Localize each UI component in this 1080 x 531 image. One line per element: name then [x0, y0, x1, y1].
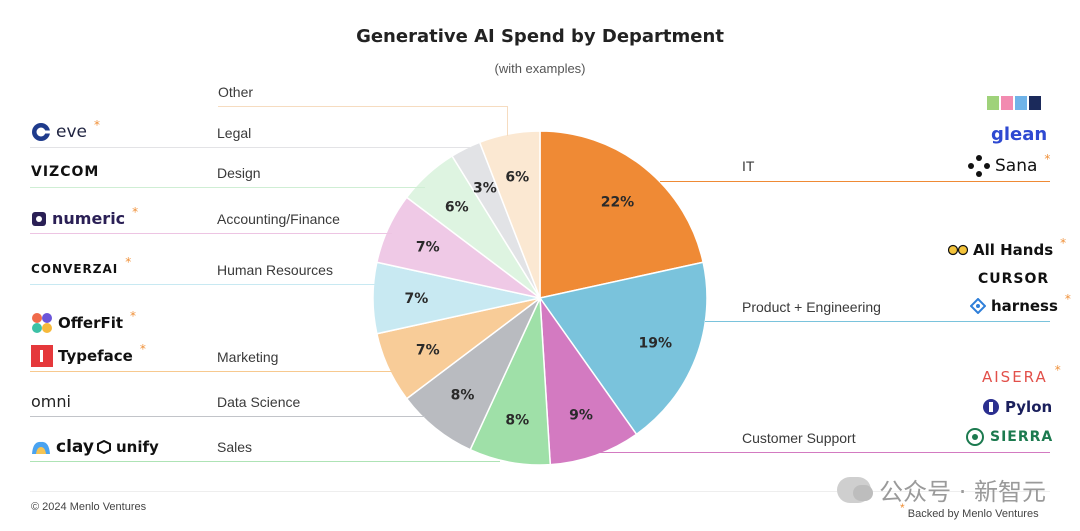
rule-datascience — [30, 416, 425, 417]
pie-label-data-science: 8% — [451, 387, 475, 403]
logo-dust — [987, 96, 1041, 110]
rule-footer — [30, 491, 1050, 492]
pie-label-marketing: 7% — [416, 343, 440, 359]
pie-slice-product-engineering — [538, 261, 708, 436]
logo-glean: glean — [991, 124, 1048, 145]
dept-datascience: Data Science — [217, 394, 301, 410]
pie-slice-other — [478, 130, 541, 299]
pie-label-other: 6% — [505, 170, 529, 186]
pie-label-customer-support: 9% — [569, 408, 593, 424]
logo-pylon: Pylon — [982, 398, 1052, 416]
pie-label-human-resources: 7% — [405, 291, 429, 307]
logo-clay: clay — [31, 437, 94, 457]
rule-legal — [30, 147, 470, 148]
pie-label-design: 6% — [445, 200, 469, 216]
unify-icon — [97, 440, 111, 454]
dept-hr: Human Resources — [217, 262, 333, 278]
logo-harness: harness * — [970, 292, 1071, 315]
dept-it: IT — [742, 158, 755, 174]
pie-label-it: 22% — [601, 195, 635, 211]
rule-it — [660, 181, 1050, 182]
watermark: 公众号 · 新智元 — [837, 472, 1046, 507]
dept-support: Customer Support — [742, 430, 856, 446]
pie-label-legal: 3% — [473, 180, 497, 196]
logo-allhands: All Hands * — [948, 236, 1066, 259]
rule-marketing — [30, 371, 392, 372]
rule-support — [600, 452, 1050, 453]
dept-other: Other — [218, 84, 254, 100]
logo-omni: omni — [31, 392, 71, 411]
pie-label-sales: 8% — [505, 412, 529, 428]
sierra-icon — [966, 428, 984, 446]
logo-offerfit: OfferFit * — [31, 309, 136, 334]
pie-slice-it — [539, 130, 705, 299]
logo-converzai: CONVERZAI * — [31, 255, 133, 276]
dept-design: Design — [217, 165, 261, 181]
logo-unify: unify — [97, 438, 159, 456]
logo-sierra: SIERRA — [965, 427, 1053, 447]
offerfit-icon — [32, 313, 52, 333]
rule-other-vertical — [507, 106, 508, 136]
pie-slice-customer-support — [539, 295, 638, 466]
logo-sana: Sana * — [968, 152, 1050, 177]
dept-legal: Legal — [217, 125, 252, 141]
logo-vizcom: VIZCOM — [31, 164, 100, 180]
rule-product — [705, 321, 1050, 322]
backed-by-note: * Backed by Menlo Ventures — [900, 501, 1039, 520]
chart-title: Generative AI Spend by Department — [356, 26, 724, 47]
dept-product: Product + Engineering — [742, 299, 881, 315]
clay-icon — [32, 441, 50, 454]
pylon-icon — [983, 399, 999, 415]
rule-design — [30, 187, 425, 188]
sana-icon — [968, 155, 990, 177]
dust-icon — [987, 96, 1041, 110]
wechat-icon — [837, 476, 874, 503]
rule-sales — [30, 461, 500, 462]
eve-icon — [32, 123, 50, 141]
allhands-icon — [948, 244, 968, 256]
dept-accounting: Accounting/Finance — [217, 211, 340, 227]
numeric-icon — [32, 211, 46, 226]
harness-icon — [970, 298, 986, 314]
rule-accounting — [30, 233, 392, 234]
logo-numeric: numeric * — [31, 205, 138, 228]
logo-cursor: CURSOR — [978, 271, 1050, 287]
copyright: © 2024 Menlo Ventures — [31, 501, 147, 513]
logo-eve: eve * — [31, 118, 100, 142]
logo-typeface: Typeface * — [31, 342, 146, 367]
typeface-icon — [31, 345, 53, 367]
rule-other — [218, 106, 508, 107]
rule-hr — [30, 284, 375, 285]
chart-subtitle: (with examples) — [494, 61, 586, 76]
pie-label-accounting-finance: 7% — [416, 239, 440, 255]
dept-marketing: Marketing — [217, 349, 279, 365]
dept-sales: Sales — [217, 439, 253, 455]
logo-aisera: AISERA * — [982, 363, 1063, 386]
pie-label-product-engineering: 19% — [638, 336, 672, 352]
